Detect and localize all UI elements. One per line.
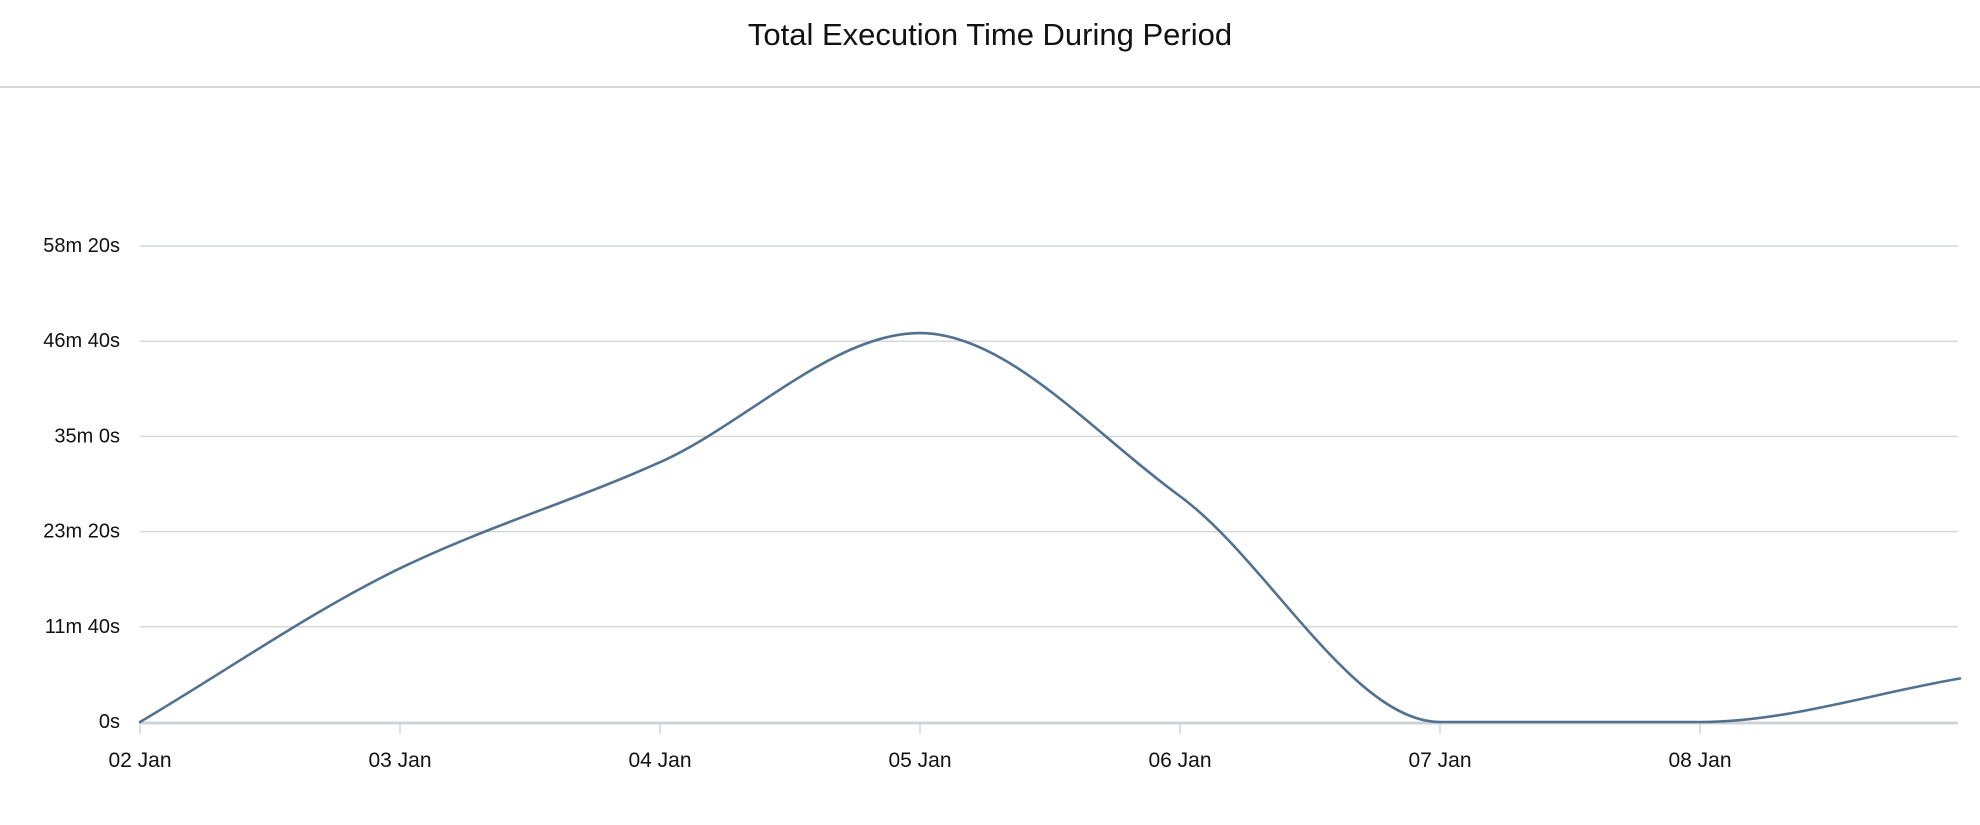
chart-area: 0s 11m 40s 23m 20s 35m 0s 46m 40s 58m 20s 02 … [0,88,1980,820]
x-axis [139,721,1958,734]
x-tick-label: 07 Jan [1408,749,1471,772]
gridlines [140,245,1958,628]
x-tick-label: 05 Jan [888,749,951,772]
x-axis-tick-labels: 02 Jan 03 Jan 04 Jan 05 Jan 06 Jan 07 Jan 08 J… [108,749,1731,772]
x-tick-label: 06 Jan [1148,749,1211,772]
x-tick-label: 02 Jan [108,749,171,772]
y-tick-label: 58m 20s [43,235,120,257]
y-tick-label: 35m 0s [54,425,120,447]
y-axis-tick-labels: 0s 11m 40s 23m 20s 35m 0s 46m 40s 58m 20s [43,235,120,733]
x-tick-label: 08 Jan [1668,749,1731,772]
y-tick-label: 0s [99,711,120,733]
series-layer [138,331,1962,724]
y-tick-label: 23m 20s [43,521,120,543]
chart-title: Total Execution Time During Period [747,17,1233,52]
y-tick-label: 11m 40s [45,616,120,638]
series-line [138,331,1962,724]
line-chart: 0s 11m 40s 23m 20s 35m 0s 46m 40s 58m 20s 02 … [43,235,1962,772]
y-tick-label: 46m 40s [43,330,120,352]
x-tick-label: 03 Jan [368,749,431,772]
chart-header: Total Execution Time During Period [0,0,1980,88]
x-tick-label: 04 Jan [628,749,691,772]
